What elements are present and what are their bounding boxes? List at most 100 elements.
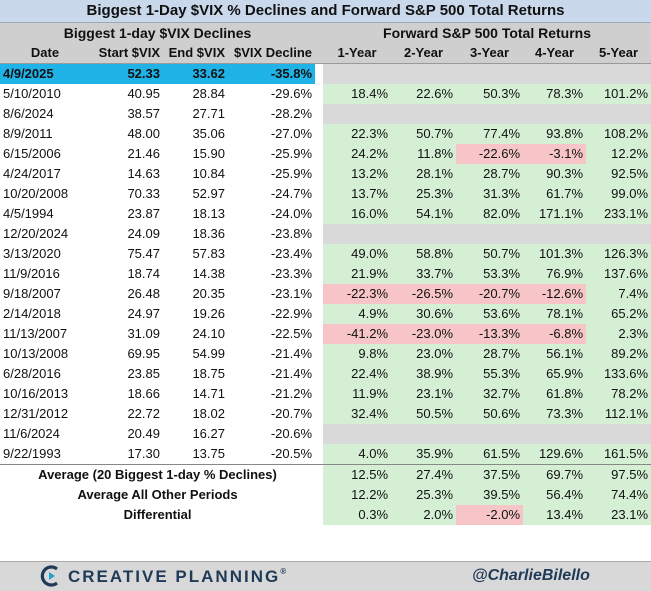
summary-return-4-year: 13.4%	[523, 505, 587, 525]
return-cell-3-year: 50.6%	[456, 404, 524, 424]
col-header-4-year: 4-Year	[523, 43, 587, 64]
vix-decline-cell: -21.4%	[270, 346, 313, 361]
table-body: 4/9/2025 52.33 33.62 -35.8% 5/10/2010 40.95 28…	[0, 63, 651, 465]
end-vix-cell: 52.97	[192, 186, 225, 201]
return-cell-3-year: 31.3%	[456, 184, 524, 204]
date-cell: 11/6/2024	[3, 426, 60, 441]
summary-return-4-year: 69.7%	[523, 464, 587, 485]
return-cell-2-year: -23.0%	[391, 324, 457, 344]
return-cell-2-year: 22.6%	[391, 84, 457, 104]
return-cell-5-year: 7.4%	[586, 284, 651, 304]
start-vix-cell: 17.30	[127, 446, 160, 461]
summary-return-2-year: 2.0%	[391, 505, 457, 525]
start-vix-cell: 38.57	[127, 106, 160, 121]
return-cell-3-year: 32.7%	[456, 384, 524, 404]
return-cell-5-year: 137.6%	[586, 264, 651, 284]
vix-decline-cell: -24.7%	[270, 186, 313, 201]
date-cell: 10/16/2013	[3, 386, 69, 401]
return-cell-2-year: 23.0%	[391, 344, 457, 364]
date-cell: 12/31/2012	[3, 406, 69, 421]
table-row: 4/5/1994 23.87 18.13 -24.0% 16.0% 54.1% 82.0% 1…	[0, 204, 651, 224]
return-cell-3-year	[456, 63, 524, 84]
row-gap	[315, 144, 323, 164]
return-cell-3-year: 77.4%	[456, 124, 524, 144]
return-cell-1-year	[323, 424, 392, 444]
date-cell: 6/15/2006	[3, 146, 61, 161]
return-cell-5-year: 2.3%	[586, 324, 651, 344]
return-cell-1-year: 24.2%	[323, 144, 392, 164]
return-cell-5-year	[586, 224, 651, 244]
row-gap	[315, 284, 323, 304]
summary-row: Average (20 Biggest 1-day % Declines) 12.…	[0, 464, 651, 485]
end-vix-cell: 18.13	[192, 206, 225, 221]
end-vix-cell: 16.27	[192, 426, 225, 441]
table-row: 3/13/2020 75.47 57.83 -23.4% 49.0% 58.8% 50.7%…	[0, 244, 651, 264]
row-gap	[315, 164, 323, 184]
return-cell-5-year	[586, 63, 651, 84]
return-cell-4-year	[523, 63, 587, 84]
date-cell: 8/6/2024	[3, 106, 54, 121]
row-gap	[315, 404, 323, 424]
return-cell-5-year	[586, 424, 651, 444]
return-cell-5-year: 233.1%	[586, 204, 651, 224]
return-cell-1-year: 18.4%	[323, 84, 392, 104]
start-vix-cell: 52.33	[90, 63, 163, 84]
row-gap	[315, 464, 324, 485]
header-gap	[315, 43, 324, 64]
summary-body: Average (20 Biggest 1-day % Declines) 12.…	[0, 464, 651, 525]
start-vix-cell: 23.87	[127, 206, 160, 221]
start-vix-cell: 48.00	[127, 126, 160, 141]
col-header-3-year: 3-Year	[456, 43, 524, 64]
return-cell-1-year: 11.9%	[323, 384, 392, 404]
end-vix-cell: 14.38	[192, 266, 225, 281]
start-vix-cell: 70.33	[127, 186, 160, 201]
return-cell-5-year: 101.2%	[586, 84, 651, 104]
date-cell: 2/14/2018	[3, 306, 61, 321]
return-cell-3-year: 50.7%	[456, 244, 524, 264]
summary-return-3-year: 39.5%	[456, 485, 524, 505]
return-cell-3-year: -22.6%	[456, 144, 524, 164]
date-cell: 4/9/2025	[0, 63, 90, 84]
summary-return-5-year: 74.4%	[586, 485, 651, 505]
return-cell-3-year: 55.3%	[456, 364, 524, 384]
start-vix-cell: 31.09	[127, 326, 160, 341]
summary-return-5-year: 23.1%	[586, 505, 651, 525]
brand-name: CREATIVE PLANNING®	[68, 567, 286, 587]
return-cell-3-year	[456, 224, 524, 244]
row-gap	[315, 485, 323, 505]
row-gap	[315, 124, 323, 144]
return-cell-2-year: 50.5%	[391, 404, 457, 424]
vix-decline-cell: -20.6%	[270, 426, 313, 441]
start-vix-cell: 22.72	[127, 406, 160, 421]
vix-decline-cell: -29.6%	[270, 86, 313, 101]
vix-decline-cell: -25.9%	[270, 166, 313, 181]
end-vix-cell: 35.06	[192, 126, 225, 141]
return-cell-2-year: 28.1%	[391, 164, 457, 184]
left-group-header: Biggest 1-day $VIX Declines	[0, 23, 316, 43]
return-cell-3-year: 61.5%	[456, 444, 524, 465]
table-row: 6/28/2016 23.85 18.75 -21.4% 22.4% 38.9% 55.3%…	[0, 364, 651, 384]
table-row: 11/13/2007 31.09 24.10 -22.5% -41.2% -23.0% -1…	[0, 324, 651, 344]
vix-decline-cell: -35.8%	[228, 63, 316, 84]
summary-row: Differential 0.3% 2.0% -2.0% 13.4% 23.1%	[0, 505, 651, 525]
table-row: 9/22/1993 17.30 13.75 -20.5% 4.0% 35.9% 61.5% 1…	[0, 444, 651, 465]
return-cell-4-year	[523, 224, 587, 244]
return-cell-4-year: 61.8%	[523, 384, 587, 404]
return-cell-4-year: -3.1%	[523, 144, 587, 164]
return-cell-2-year: 30.6%	[391, 304, 457, 324]
return-cell-2-year: 54.1%	[391, 204, 457, 224]
return-cell-1-year	[323, 104, 392, 124]
table-row: 4/24/2017 14.63 10.84 -25.9% 13.2% 28.1% 28.7%…	[0, 164, 651, 184]
row-gap	[315, 304, 323, 324]
vix-decline-cell: -20.7%	[270, 406, 313, 421]
return-cell-1-year: 4.0%	[323, 444, 392, 465]
return-cell-1-year: 22.3%	[323, 124, 392, 144]
row-gap	[315, 244, 323, 264]
return-cell-3-year: 53.3%	[456, 264, 524, 284]
chart-title: Biggest 1-Day $VIX % Declines and Forwar…	[0, 0, 651, 23]
return-cell-5-year: 89.2%	[586, 344, 651, 364]
return-cell-3-year: -20.7%	[456, 284, 524, 304]
header-gap	[315, 23, 324, 43]
end-vix-cell: 15.90	[192, 146, 225, 161]
return-cell-4-year: 73.3%	[523, 404, 587, 424]
